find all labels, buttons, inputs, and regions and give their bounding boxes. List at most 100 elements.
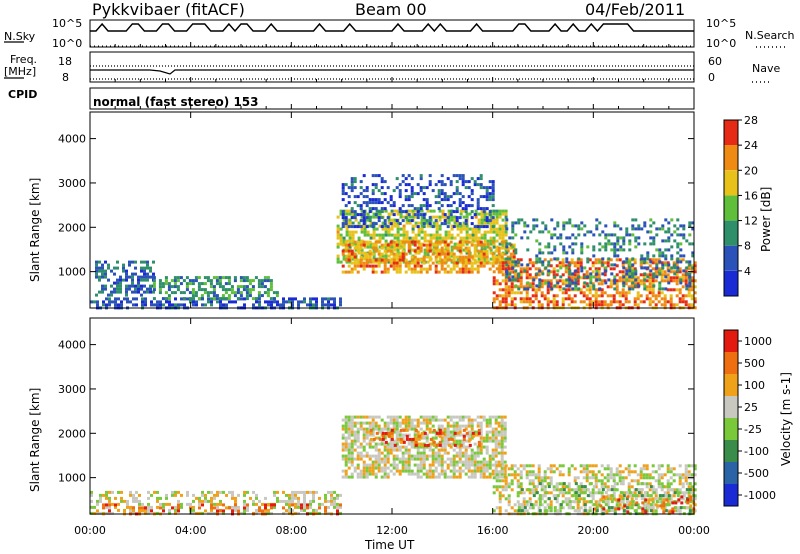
- power-cell: [455, 210, 459, 214]
- power-cell: [666, 261, 670, 265]
- velocity-cell: [467, 475, 471, 479]
- velocity-cell: [377, 415, 381, 419]
- power-cell: [485, 249, 489, 253]
- power-cell: [511, 275, 515, 279]
- power-cell: [679, 224, 683, 228]
- power-cell: [143, 290, 146, 294]
- velocity-cell: [318, 511, 321, 515]
- power-cell: [423, 248, 427, 252]
- velocity-cell: [374, 445, 378, 449]
- power-cell: [420, 230, 424, 234]
- power-cell: [514, 278, 518, 282]
- velocity-cell: [585, 464, 589, 468]
- power-cell: [501, 236, 505, 240]
- power-cell: [404, 252, 408, 256]
- velocity-cell: [449, 460, 453, 464]
- velocity-cell: [621, 479, 625, 483]
- velocity-cell: [117, 508, 120, 512]
- power-cell: [639, 300, 643, 304]
- power-cell: [315, 297, 318, 301]
- power-cell: [676, 227, 680, 231]
- power-cell: [411, 248, 415, 252]
- velocity-cell: [531, 482, 535, 486]
- velocity-cell: [552, 470, 556, 474]
- power-cell: [676, 257, 680, 261]
- power-cell: [383, 207, 387, 211]
- velocity-cell: [132, 511, 135, 515]
- power-cell: [390, 233, 394, 237]
- velocity-cell: [324, 499, 327, 503]
- power-cell: [621, 279, 625, 283]
- velocity-cell: [353, 421, 357, 425]
- power-cell: [158, 282, 162, 286]
- velocity-cell: [255, 493, 258, 497]
- velocity-cell: [201, 503, 204, 507]
- power-cell: [450, 248, 454, 252]
- velocity-cell: [657, 464, 661, 468]
- velocity-cell: [543, 500, 547, 504]
- power-cell: [359, 264, 363, 268]
- velocity-cell: [455, 433, 459, 437]
- velocity-cell: [482, 457, 486, 461]
- velocity-cell: [477, 443, 481, 447]
- power-cell: [201, 303, 204, 307]
- velocity-cell: [440, 469, 444, 473]
- velocity-cell: [416, 442, 420, 446]
- velocity-cell: [423, 443, 427, 447]
- power-cell: [562, 245, 566, 249]
- power-cell: [410, 192, 414, 196]
- power-cell: [693, 267, 697, 271]
- power-cell: [446, 264, 450, 268]
- power-cell: [470, 270, 474, 274]
- power-cell: [351, 239, 355, 243]
- power-cell: [582, 285, 586, 289]
- velocity-cell: [544, 509, 548, 513]
- power-cell: [345, 260, 349, 264]
- power-cell: [610, 233, 614, 237]
- velocity-cell: [165, 493, 168, 497]
- power-cell: [401, 255, 405, 259]
- velocity-cell: [462, 434, 466, 438]
- power-cell: [225, 303, 228, 307]
- power-cell: [170, 285, 174, 289]
- power-cell: [173, 276, 177, 280]
- nsearch-label: N.Search: [745, 29, 795, 42]
- velocity-cell: [503, 430, 507, 434]
- power-cell: [550, 218, 554, 222]
- velocity-cell: [520, 506, 524, 510]
- power-cell: [341, 198, 345, 202]
- power-cell: [670, 254, 674, 258]
- velocity-cell: [591, 470, 595, 474]
- power-cell: [452, 252, 456, 256]
- power-cell: [131, 278, 134, 282]
- power-cell: [243, 297, 246, 301]
- power-cell: [538, 257, 542, 261]
- power-cell: [377, 201, 381, 205]
- power-cell: [459, 227, 463, 231]
- velocity-cell: [347, 442, 351, 446]
- power-cell: [458, 198, 462, 202]
- velocity-cell: [303, 499, 306, 503]
- power-cell: [606, 285, 610, 289]
- power-cell: [467, 255, 471, 259]
- power-cell: [395, 267, 399, 271]
- power-cell: [122, 266, 125, 270]
- power-cell: [508, 278, 512, 282]
- velocity-cell: [380, 460, 384, 464]
- power-cell: [141, 297, 144, 301]
- power-cell: [428, 216, 432, 220]
- power-cell: [164, 279, 168, 283]
- power-cell: [440, 222, 444, 226]
- power-cell: [550, 236, 554, 240]
- power-cell: [413, 255, 417, 259]
- power-cell: [242, 288, 246, 292]
- power-cell: [684, 270, 688, 274]
- velocity-cell: [410, 424, 414, 428]
- power-cell: [687, 303, 691, 307]
- velocity-cell: [693, 464, 697, 468]
- power-cell: [245, 294, 249, 298]
- power-cell: [396, 224, 400, 228]
- velocity-cell: [144, 506, 147, 510]
- power-cell: [339, 239, 343, 243]
- power-cell: [350, 183, 354, 187]
